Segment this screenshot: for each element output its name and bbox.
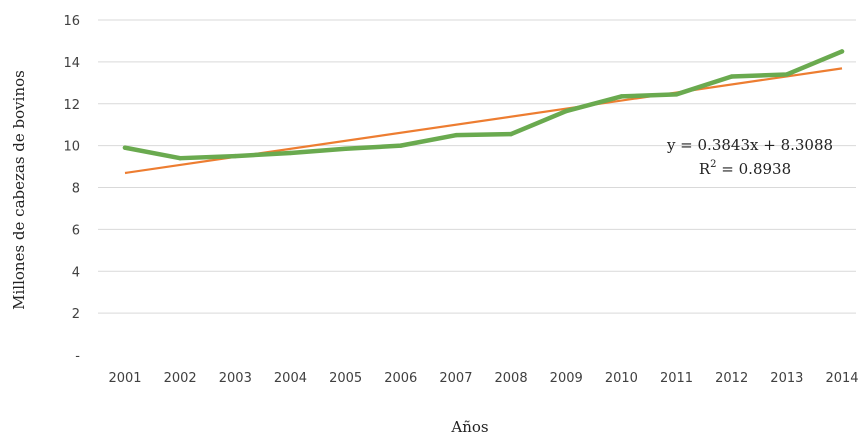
data-point [177, 155, 183, 161]
data-point [564, 108, 569, 114]
x-tick-label: 2008 [495, 371, 528, 386]
x-tick-label: 2009 [550, 371, 583, 386]
y-tick-label: 8 [72, 182, 80, 197]
y-axis-ticks: - 2 4 6 8 10 12 14 16 [63, 14, 80, 364]
x-tick-label: 2014 [825, 371, 858, 386]
data-point [839, 49, 845, 54]
x-tick-label: 2013 [770, 371, 803, 386]
r-squared-label: R2 = 0.8938 [699, 159, 791, 178]
y-tick-label: 6 [72, 223, 80, 238]
y-tick-label: 12 [63, 98, 80, 113]
y-axis-title: Millones de cabezas de bovinos [10, 70, 28, 310]
r-squared-value: = 0.8938 [717, 160, 792, 178]
data-point [343, 146, 348, 151]
data-point [508, 131, 514, 137]
data-point [674, 92, 679, 97]
series-layer [122, 49, 845, 175]
x-tick-label: 2005 [329, 371, 362, 386]
data-point [398, 143, 403, 148]
y-tick-label: 14 [63, 56, 80, 71]
r-squared-superscript: 2 [710, 159, 716, 170]
x-tick-label: 2004 [274, 371, 307, 386]
x-tick-label: 2001 [108, 371, 141, 386]
x-tick-label: 2006 [384, 371, 417, 386]
x-axis-title: Años [450, 418, 488, 436]
y-tick-label: 16 [63, 14, 80, 29]
x-tick-label: 2007 [439, 371, 472, 386]
data-point [729, 74, 734, 79]
x-tick-label: 2011 [660, 371, 693, 386]
x-tick-label: 2002 [164, 371, 197, 386]
r-squared-prefix: R [699, 160, 711, 178]
x-tick-label: 2003 [219, 371, 252, 386]
data-point [619, 94, 624, 99]
series-line [122, 49, 845, 161]
data-point [784, 72, 790, 77]
x-tick-label: 2010 [605, 371, 638, 386]
y-tick-label: - [75, 349, 80, 364]
y-tick-label: 2 [72, 307, 80, 322]
y-tick-label: 10 [63, 140, 80, 155]
data-point [122, 145, 128, 150]
gridlines [98, 19, 856, 314]
data-point [288, 150, 293, 156]
x-axis-ticks: 2001 2002 2003 2004 2005 2006 2007 2008 2009 2010… [108, 371, 858, 386]
x-tick-label: 2012 [715, 371, 748, 386]
data-point [233, 153, 238, 159]
trendline-equation: y = 0.3843x + 8.3088 [666, 136, 833, 154]
data-point [453, 132, 459, 138]
y-tick-label: 4 [72, 265, 80, 280]
